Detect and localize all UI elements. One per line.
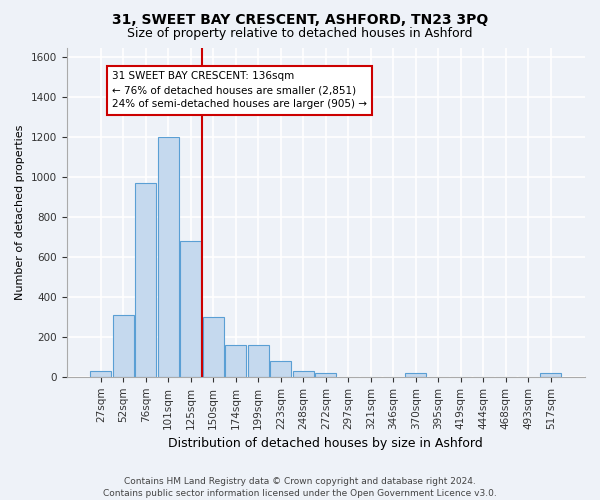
Bar bbox=[293, 371, 314, 377]
Bar bbox=[248, 345, 269, 377]
Bar bbox=[113, 315, 134, 377]
Bar bbox=[405, 373, 427, 377]
Bar bbox=[135, 183, 157, 377]
Bar bbox=[180, 241, 202, 377]
Bar bbox=[158, 138, 179, 377]
Text: 31, SWEET BAY CRESCENT, ASHFORD, TN23 3PQ: 31, SWEET BAY CRESCENT, ASHFORD, TN23 3P… bbox=[112, 12, 488, 26]
X-axis label: Distribution of detached houses by size in Ashford: Distribution of detached houses by size … bbox=[169, 437, 483, 450]
Text: Size of property relative to detached houses in Ashford: Size of property relative to detached ho… bbox=[127, 28, 473, 40]
Bar bbox=[203, 317, 224, 377]
Bar bbox=[315, 373, 337, 377]
Bar bbox=[270, 361, 292, 377]
Text: Contains HM Land Registry data © Crown copyright and database right 2024.
Contai: Contains HM Land Registry data © Crown c… bbox=[103, 476, 497, 498]
Text: 31 SWEET BAY CRESCENT: 136sqm
← 76% of detached houses are smaller (2,851)
24% o: 31 SWEET BAY CRESCENT: 136sqm ← 76% of d… bbox=[112, 72, 367, 110]
Y-axis label: Number of detached properties: Number of detached properties bbox=[15, 124, 25, 300]
Bar bbox=[90, 371, 112, 377]
Bar bbox=[540, 373, 562, 377]
Bar bbox=[225, 345, 247, 377]
